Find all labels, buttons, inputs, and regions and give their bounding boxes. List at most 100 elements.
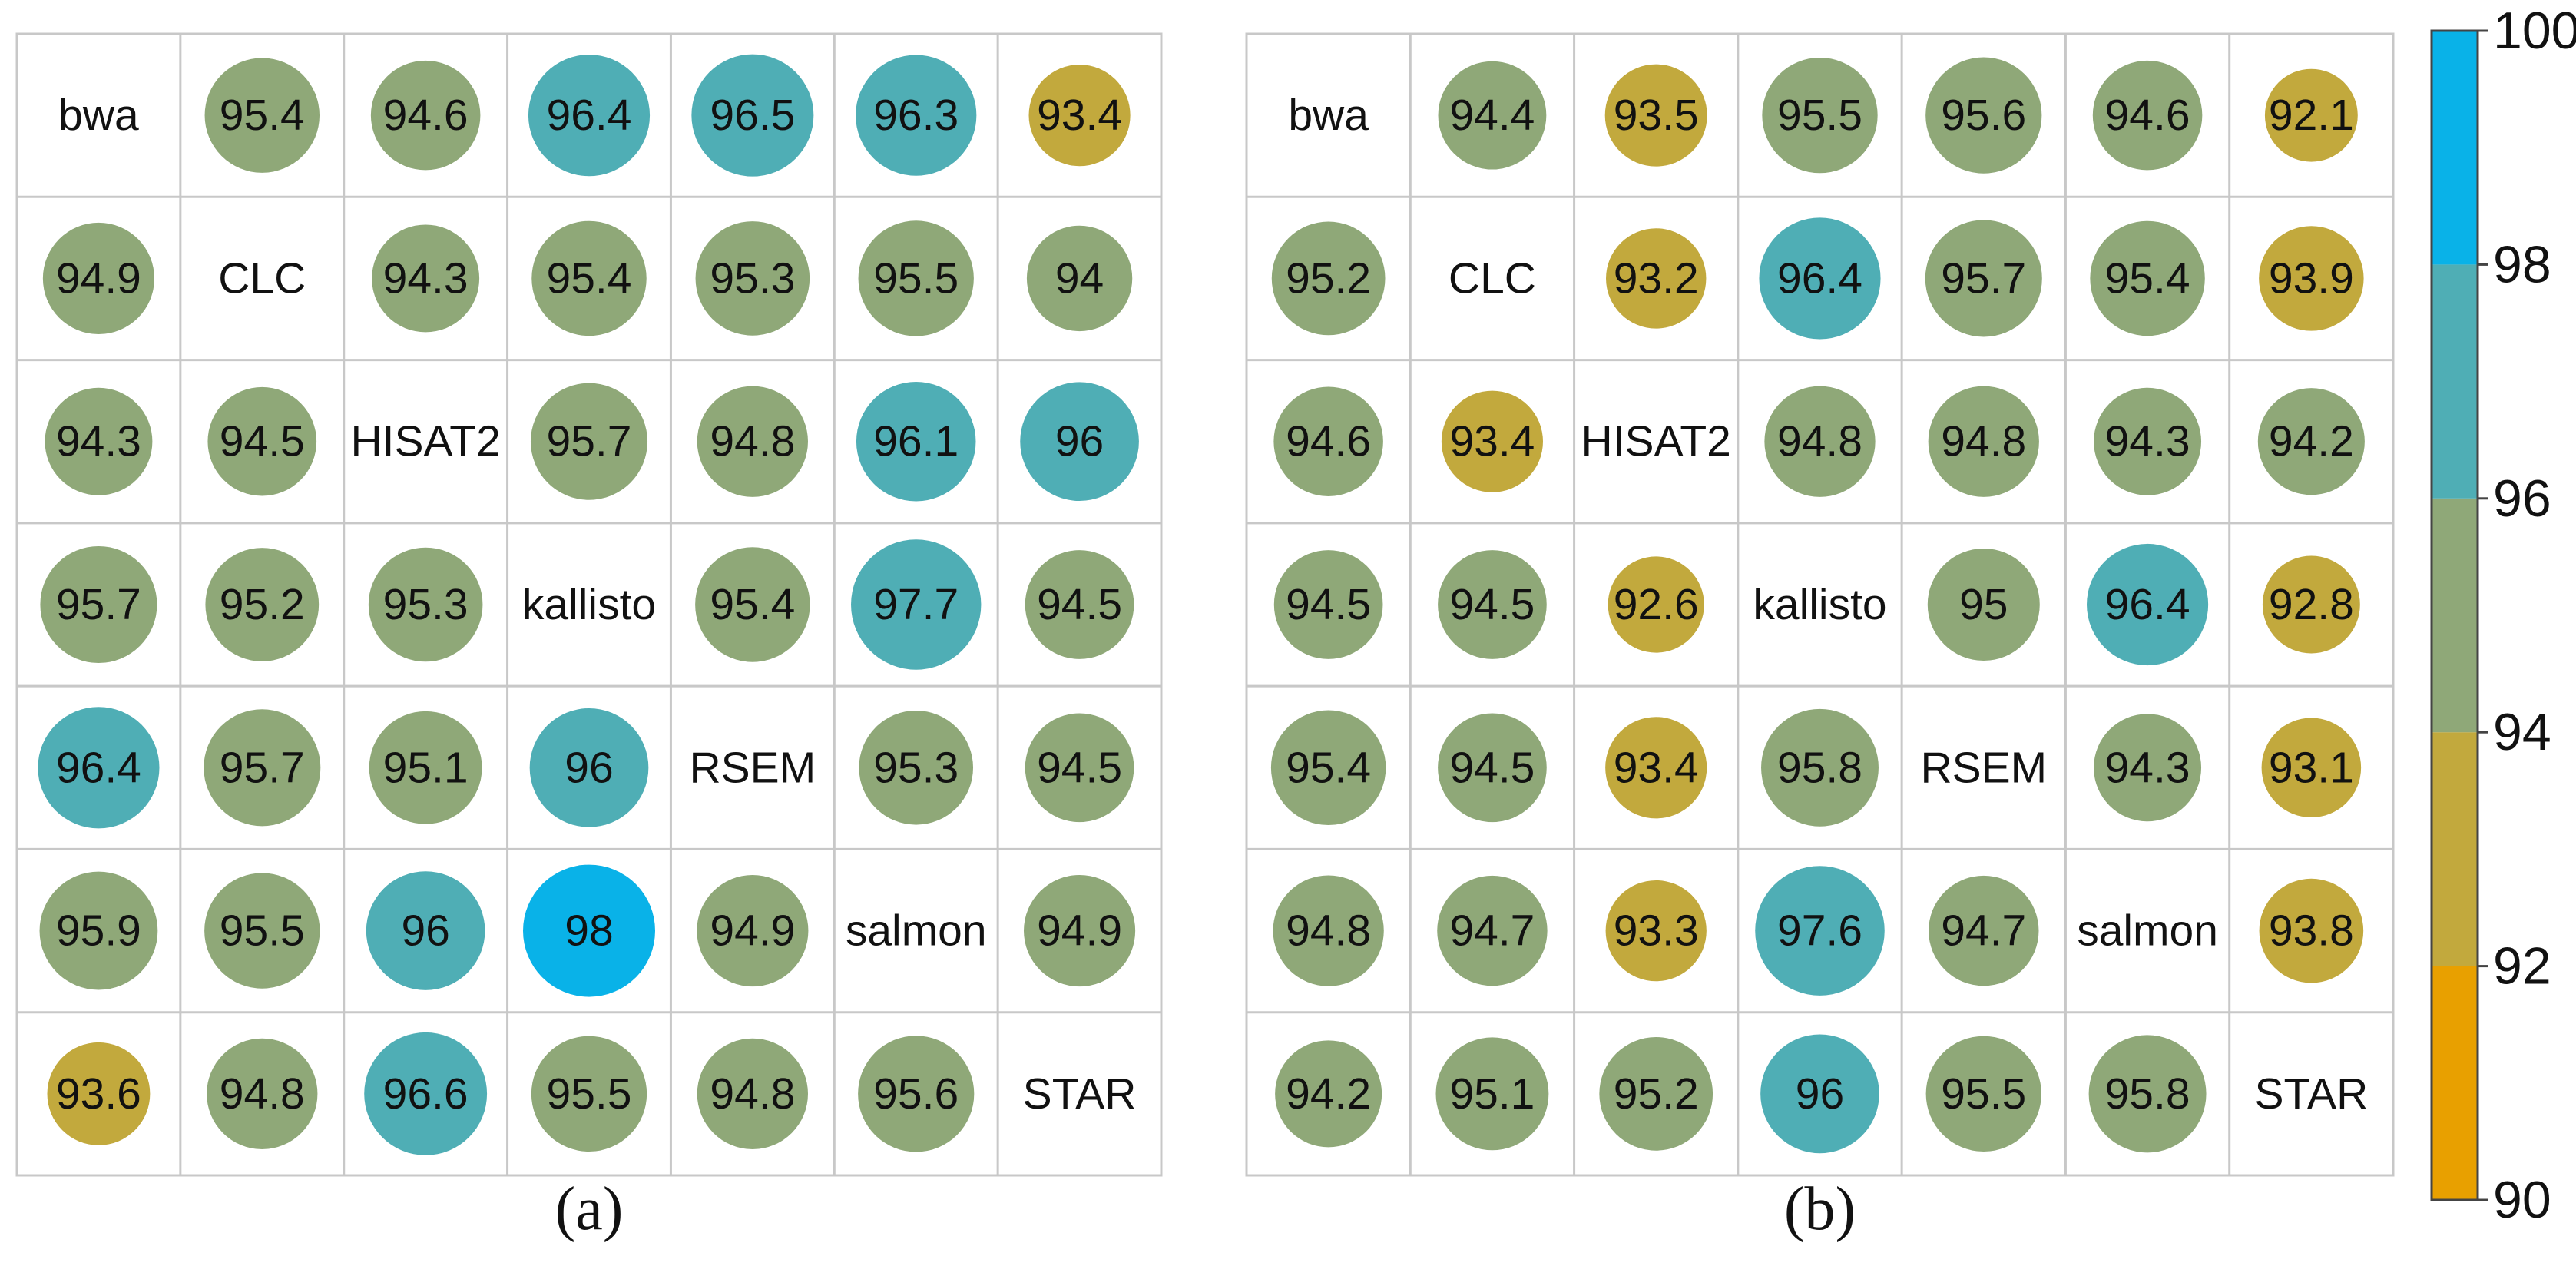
value-label: 94.2 bbox=[2269, 417, 2354, 466]
value-label: 95.5 bbox=[873, 254, 959, 303]
value-circle bbox=[207, 1038, 318, 1149]
value-circle bbox=[1608, 556, 1704, 653]
value-circle bbox=[47, 1042, 151, 1145]
value-label: 94.5 bbox=[1037, 580, 1122, 629]
value-label: 94.9 bbox=[56, 254, 141, 303]
value-label: 96.6 bbox=[383, 1069, 469, 1119]
diagonal-label-clc: CLC bbox=[218, 254, 306, 303]
value-circle bbox=[39, 871, 158, 990]
value-label: 94.9 bbox=[710, 906, 795, 956]
value-label: 94.9 bbox=[1037, 906, 1122, 956]
value-circle bbox=[2094, 387, 2202, 495]
value-label: 96 bbox=[565, 743, 613, 792]
value-label: 95.2 bbox=[1286, 254, 1371, 303]
value-label: 93.4 bbox=[1449, 417, 1535, 466]
value-circle bbox=[858, 1036, 975, 1152]
colorbar-bin bbox=[2432, 264, 2478, 499]
value-label: 95.5 bbox=[547, 1069, 632, 1119]
value-circle bbox=[1605, 717, 1707, 819]
value-label: 95.3 bbox=[383, 580, 469, 629]
value-label: 94.3 bbox=[383, 254, 469, 303]
colorbar-tick-label: 98 bbox=[2493, 235, 2551, 293]
value-circle bbox=[1438, 713, 1547, 823]
value-circle bbox=[1024, 875, 1136, 987]
diagonal-label-salmon: salmon bbox=[846, 906, 987, 956]
value-circle bbox=[1026, 225, 1133, 332]
value-circle bbox=[1025, 713, 1134, 823]
value-label: 95.4 bbox=[547, 254, 632, 303]
value-label: 93.5 bbox=[1614, 91, 1699, 140]
value-circle bbox=[1925, 57, 2042, 174]
value-label: 95.6 bbox=[1941, 91, 2026, 140]
value-label: 95.3 bbox=[873, 743, 959, 792]
value-label: 94.3 bbox=[2105, 743, 2190, 792]
value-circle bbox=[1929, 875, 2039, 986]
value-circle bbox=[1927, 549, 2040, 661]
value-circle bbox=[40, 545, 157, 664]
value-circle bbox=[2094, 714, 2202, 822]
value-circle bbox=[42, 222, 154, 334]
value-label: 95.2 bbox=[1614, 1069, 1699, 1119]
value-label: 94.8 bbox=[220, 1069, 305, 1119]
value-circle bbox=[1275, 1040, 1382, 1148]
value-label: 93.4 bbox=[1037, 91, 1122, 140]
value-circle bbox=[366, 871, 485, 990]
colorbar-tick-label: 100 bbox=[2493, 2, 2576, 60]
value-label: 94.3 bbox=[2105, 417, 2190, 466]
value-label: 95.3 bbox=[710, 254, 795, 303]
value-circle bbox=[859, 710, 974, 825]
value-circle bbox=[697, 1038, 808, 1149]
value-circle bbox=[528, 55, 651, 177]
value-label: 95.4 bbox=[1286, 743, 1371, 792]
value-circle bbox=[697, 386, 808, 497]
value-circle bbox=[204, 709, 321, 827]
value-circle bbox=[1606, 228, 1707, 329]
diagonal-label-bwa: bwa bbox=[1288, 91, 1369, 140]
value-circle bbox=[1760, 1034, 1879, 1154]
value-circle bbox=[1925, 1036, 2041, 1152]
value-label: 95.1 bbox=[383, 743, 469, 792]
value-circle bbox=[1604, 64, 1707, 167]
value-label: 94.5 bbox=[1286, 580, 1371, 629]
value-circle bbox=[2261, 718, 2362, 818]
value-label: 94.4 bbox=[1449, 91, 1535, 140]
value-circle bbox=[530, 383, 648, 500]
value-circle bbox=[856, 55, 977, 176]
value-label: 95.2 bbox=[220, 580, 305, 629]
colorbar-tick-label: 94 bbox=[2493, 703, 2551, 761]
value-label: 94.5 bbox=[1449, 580, 1535, 629]
value-circle bbox=[2262, 555, 2360, 654]
value-label: 97.7 bbox=[873, 580, 959, 629]
value-label: 94.3 bbox=[56, 417, 141, 466]
value-label: 96.4 bbox=[2105, 580, 2190, 629]
value-label: 94.8 bbox=[710, 1069, 795, 1119]
value-circle bbox=[858, 220, 974, 336]
value-circle bbox=[1273, 386, 1383, 496]
value-label: 94 bbox=[1055, 254, 1104, 303]
value-label: 95.5 bbox=[1941, 1069, 2026, 1119]
value-label: 95.4 bbox=[2105, 254, 2190, 303]
value-label: 94.5 bbox=[1449, 743, 1535, 792]
value-label: 94.6 bbox=[1286, 417, 1371, 466]
value-circle bbox=[1438, 61, 1547, 170]
value-label: 93.9 bbox=[2269, 254, 2354, 303]
colorbar-tick-label: 96 bbox=[2493, 469, 2551, 528]
value-circle bbox=[2090, 220, 2205, 336]
value-circle bbox=[695, 547, 810, 662]
value-circle bbox=[368, 547, 483, 662]
value-circle bbox=[1020, 382, 1139, 502]
diagonal-label-hisat2: HISAT2 bbox=[350, 417, 500, 466]
value-label: 95.7 bbox=[1941, 254, 2026, 303]
value-circle bbox=[1755, 866, 1885, 996]
value-circle bbox=[531, 1036, 647, 1152]
value-circle bbox=[691, 54, 814, 177]
value-label: 93.2 bbox=[1614, 254, 1699, 303]
value-circle bbox=[1759, 217, 1881, 340]
value-label: 94.8 bbox=[710, 417, 795, 466]
value-circle bbox=[2259, 878, 2364, 983]
value-label: 96.4 bbox=[1777, 254, 1862, 303]
value-circle bbox=[2257, 388, 2365, 495]
value-circle bbox=[207, 386, 317, 496]
value-label: 95.8 bbox=[1777, 743, 1862, 792]
value-circle bbox=[1599, 1036, 1713, 1151]
